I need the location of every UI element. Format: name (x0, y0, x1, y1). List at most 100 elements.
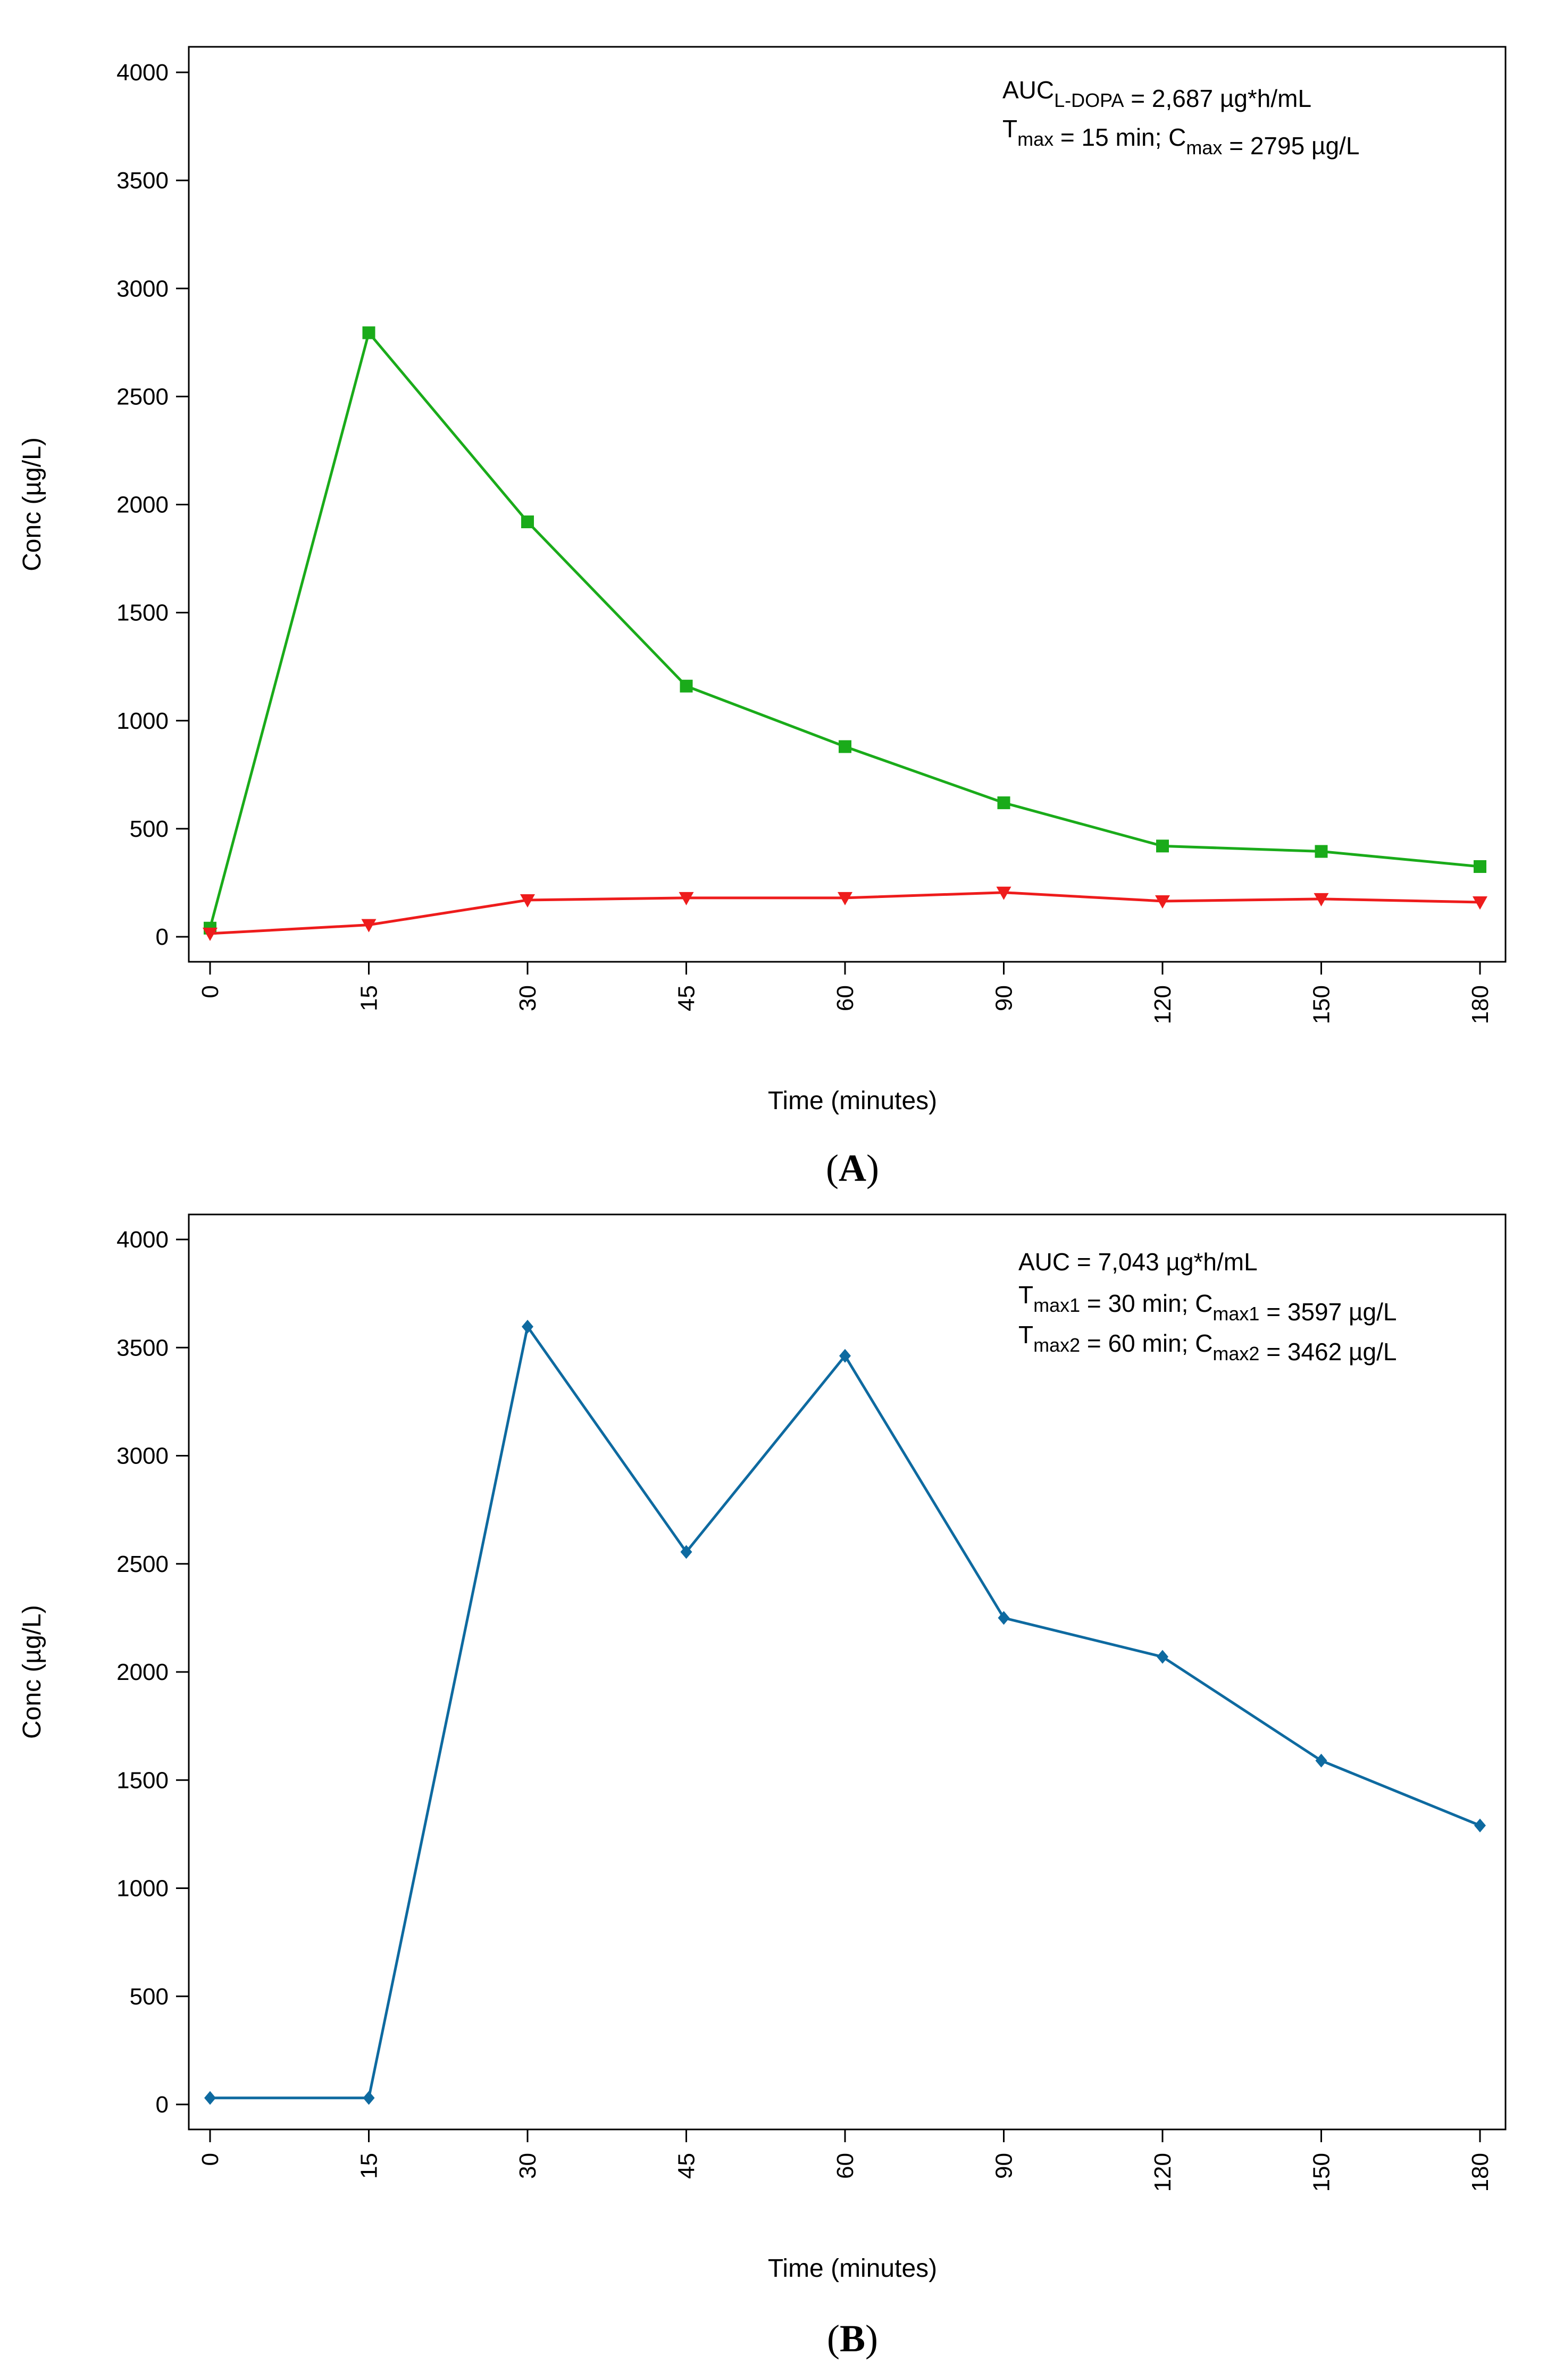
y-tick-label: 0 (156, 2092, 169, 2118)
annotation-text: = 3597 µg/L (1259, 1298, 1397, 1326)
annotation-text: T (1002, 115, 1017, 143)
y-tick-label: 3000 (116, 276, 169, 302)
panel-label-letter: B (840, 2317, 865, 2360)
annotation-line: Tmax = 15 min; Cmax = 2795 µg/L (1002, 115, 1359, 160)
x-tick-label: 90 (991, 2153, 1017, 2179)
y-tick-label: 2000 (116, 1659, 169, 1685)
y-tick-label: 0 (156, 924, 169, 950)
data-point (839, 1349, 851, 1363)
x-tick-label: 120 (1150, 2153, 1176, 2192)
annotation-text: AUC (1002, 76, 1054, 104)
data-point (1156, 839, 1169, 853)
data-point (838, 892, 852, 905)
annotation-text: = 30 min; C (1080, 1289, 1212, 1317)
annotation-text: = 3462 µg/L (1259, 1338, 1397, 1366)
panel-a: 0 500 1000 1500 2000 2500 3000 3500 4000 0 15 30 45 6… (18, 46, 1507, 1189)
annotation-line: Tmax2 = 60 min; Cmax2 = 3462 µg/L (1018, 1321, 1397, 1366)
x-tick-label: 30 (515, 2153, 541, 2179)
y-tick-label: 3500 (116, 1335, 169, 1361)
data-point (839, 740, 851, 753)
y-tick-label: 3000 (116, 1443, 169, 1469)
annotation-subscript: max (1186, 137, 1222, 159)
annotation-subscript: max1 (1212, 1303, 1259, 1325)
annotation-text: = 2,687 µg*h/mL (1124, 85, 1312, 112)
x-tick-label: 60 (832, 2153, 858, 2179)
annotation-subscript: max2 (1212, 1343, 1259, 1364)
y-tick-label: 500 (130, 1984, 169, 2010)
data-point (1315, 845, 1328, 858)
x-tick-label: 0 (197, 2153, 223, 2166)
panel-b: 0 500 1000 1500 2000 2500 3000 3500 4000 0 15 30 45 6… (18, 1213, 1507, 2360)
series-l-dopa (204, 326, 1486, 935)
data-point (1314, 893, 1329, 906)
annotation-text: = 2795 µg/L (1222, 132, 1359, 160)
data-point (521, 515, 534, 528)
x-tick-label: 45 (674, 2153, 700, 2179)
series-metabolite (203, 886, 1487, 941)
y-axis-title: Conc (µg/L) (18, 1605, 46, 1739)
y-tick-label: 1500 (116, 600, 169, 626)
x-tick-label: 45 (674, 985, 700, 1011)
annotation-text: T (1018, 1281, 1033, 1309)
x-tick-label: 150 (1309, 2153, 1335, 2192)
x-tick-label: 120 (1150, 985, 1176, 1024)
y-tick-label: 2500 (116, 384, 169, 410)
data-point (520, 894, 535, 908)
x-axis-title: Time (minutes) (768, 2254, 937, 2283)
y-tick-label: 4000 (116, 60, 169, 86)
panel-label: (B) (827, 2317, 878, 2360)
x-tick-label: 15 (356, 985, 382, 1011)
data-point (679, 892, 694, 905)
x-tick-label: 180 (1467, 2153, 1493, 2192)
y-tick-label: 3500 (116, 168, 169, 194)
annotation-text: = 60 min; C (1080, 1329, 1212, 1357)
data-point (680, 679, 693, 693)
x-axis-title: Time (minutes) (768, 1087, 937, 1115)
series-line (210, 1325, 1481, 2100)
data-point (361, 919, 377, 933)
annotation-text: T (1018, 1321, 1033, 1349)
series-concentration (204, 1319, 1486, 2105)
y-tick-label: 2000 (116, 492, 169, 518)
data-point (1473, 896, 1487, 910)
x-tick-label: 0 (197, 985, 223, 998)
data-point (363, 2091, 375, 2105)
data-point (1155, 895, 1170, 909)
annotation-subscript: max2 (1033, 1334, 1080, 1356)
x-tick-label: 180 (1467, 985, 1493, 1024)
annotation-line: AUC = 7,043 µg*h/mL (1018, 1248, 1258, 1276)
data-point (1474, 1818, 1486, 1833)
data-point (522, 1319, 533, 1334)
y-axis-title: Conc (µg/L) (18, 437, 46, 571)
annotation-subscript: L-DOPA (1054, 89, 1124, 111)
annotation-subscript: max (1017, 128, 1053, 150)
data-point (1157, 1650, 1168, 1664)
y-tick-label: 500 (130, 816, 169, 842)
annotation-line: AUCL-DOPA = 2,687 µg*h/mL (1002, 76, 1311, 112)
data-point (996, 886, 1011, 900)
y-tick-label: 1000 (116, 708, 169, 734)
annotation-line: Tmax1 = 30 min; Cmax1 = 3597 µg/L (1018, 1281, 1397, 1326)
panel-label-open: ( (826, 1147, 839, 1189)
data-point (204, 2091, 216, 2105)
y-tick-label: 4000 (116, 1227, 169, 1253)
data-point (998, 1611, 1010, 1625)
series-line (208, 331, 1481, 929)
x-tick-label: 30 (515, 985, 541, 1011)
x-tick-label: 60 (832, 985, 858, 1011)
y-tick-label: 1500 (116, 1767, 169, 1793)
data-point (680, 1545, 692, 1559)
x-tick-label: 90 (991, 985, 1017, 1011)
data-point (1315, 1753, 1327, 1768)
plot-frame (188, 46, 1507, 963)
y-tick-label: 1000 (116, 1876, 169, 1902)
panel-label-open: ( (827, 2317, 840, 2360)
annotation-subscript: max1 (1033, 1294, 1080, 1316)
x-tick-label: 150 (1309, 985, 1335, 1024)
data-point (362, 326, 375, 339)
data-point (997, 796, 1010, 810)
panel-label-letter: A (839, 1147, 866, 1189)
x-tick-label: 15 (356, 2153, 382, 2179)
data-point (203, 927, 218, 941)
